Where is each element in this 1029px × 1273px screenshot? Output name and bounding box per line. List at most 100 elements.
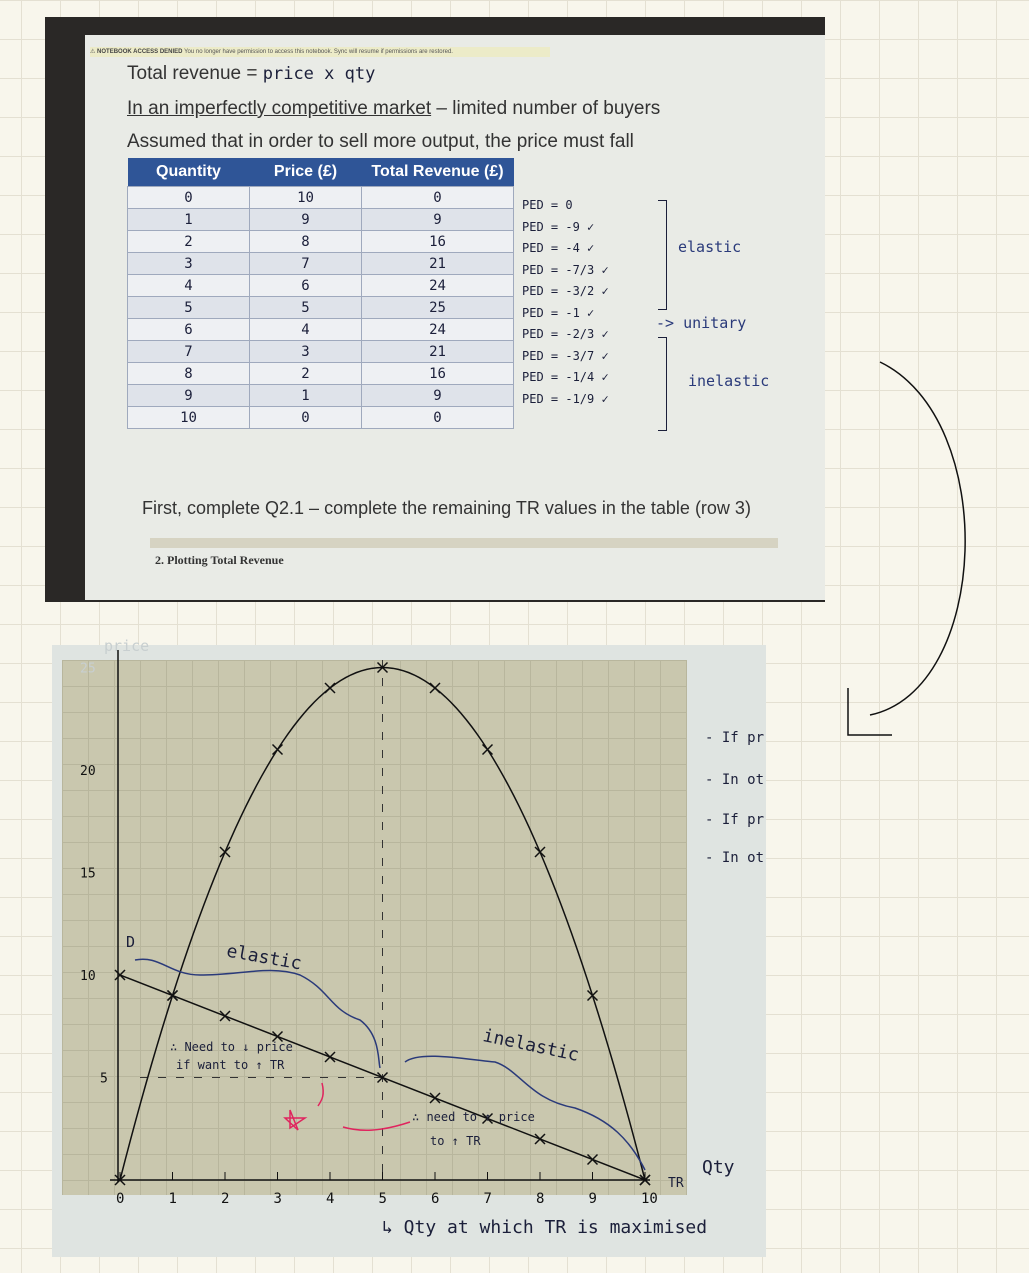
tr-point <box>271 743 284 756</box>
tr-point <box>376 661 389 674</box>
x-tick-label: 2 <box>221 1191 229 1207</box>
table-cell: 0 <box>361 406 514 429</box>
graph-caption: ↳ Qty at which TR is maximised <box>382 1217 708 1238</box>
y-axis-label: price <box>104 637 150 655</box>
ped-value: PED = 0 <box>522 198 573 212</box>
table-cell: 0 <box>249 406 362 429</box>
table-cell: 1 <box>249 384 362 407</box>
section-bar <box>150 538 778 548</box>
ped-value: PED = -3/7 ✓ <box>522 348 609 363</box>
table-cell: 2 <box>249 362 362 385</box>
y-tick-label: 5 <box>100 1072 108 1087</box>
inelastic-label: inelastic <box>688 372 770 390</box>
side-note: - In othe <box>705 772 765 788</box>
table-cell: 10 <box>249 186 362 209</box>
table-row: 5 5 25 <box>127 296 514 319</box>
x-tick-label: 9 <box>589 1191 597 1207</box>
graph-photo <box>52 645 766 1257</box>
x-tick-label: 3 <box>274 1191 282 1207</box>
ped-value: PED = -9 ✓ <box>522 219 595 234</box>
tr-curve <box>119 666 646 1181</box>
table-cell: 7 <box>249 252 362 275</box>
curved-arrow <box>869 361 966 716</box>
tr-formula: Total revenue = price x qty <box>127 63 375 85</box>
table-cell: 24 <box>361 274 514 297</box>
elastic-bracket <box>658 200 667 310</box>
inelastic-bracket <box>658 337 667 431</box>
table-cell: 0 <box>127 186 250 209</box>
star-icon <box>283 1109 308 1131</box>
y-tick-label: 25 <box>80 662 96 677</box>
ped-value: PED = -1/9 ✓ <box>522 391 609 406</box>
ped-value: PED = -3/2 ✓ <box>522 284 609 298</box>
table-cell: 6 <box>127 318 250 341</box>
pink-stroke <box>317 1082 324 1107</box>
tr-point <box>586 989 599 1002</box>
table-row: 3 7 21 <box>127 252 514 275</box>
formula-text: Total revenue = <box>127 63 258 84</box>
side-note: - In othe <box>705 850 765 866</box>
table-row: 10 0 0 <box>127 406 514 429</box>
table-cell: 16 <box>361 230 514 253</box>
elastic-label: elastic <box>678 238 742 256</box>
demand-point <box>166 989 179 1002</box>
side-note: - If pric <box>705 730 765 746</box>
x-tick-label: 0 <box>116 1191 124 1207</box>
tr-point <box>324 682 336 694</box>
table-cell: 9 <box>361 384 514 407</box>
table-cell: 9 <box>361 208 514 231</box>
note-to-raise-tr: to ↑ TR <box>430 1134 481 1148</box>
x-tick-label: 1 <box>169 1191 177 1207</box>
revenue-table: Quantity Price (£) Total Revenue (£) 0 10 0 1… <box>127 158 514 429</box>
table-row: 6 4 24 <box>127 318 514 341</box>
tr-point <box>429 682 441 694</box>
assumption-line: Assumed that in order to sell more outpu… <box>127 131 634 152</box>
ped-value: PED = -2/3 ✓ <box>522 327 609 341</box>
table-cell: 24 <box>361 318 514 341</box>
table-cell: 0 <box>361 186 514 209</box>
demand-point <box>114 969 126 981</box>
x-tick-label: 7 <box>484 1191 492 1207</box>
table-cell: 2 <box>127 230 250 253</box>
ped-value: PED = -1 ✓ <box>522 305 595 320</box>
table-row: 2 8 16 <box>127 230 514 253</box>
instruction-text: First, complete Q2.1 – complete the rema… <box>142 498 751 518</box>
col-tr: Total Revenue (£) <box>361 158 514 187</box>
x-tick-label: 4 <box>326 1191 334 1207</box>
market-rest: – limited number of buyers <box>431 98 661 119</box>
x-tick-label: 5 <box>379 1191 387 1207</box>
col-quantity: Quantity <box>127 158 250 187</box>
table-cell: 10 <box>127 406 250 429</box>
ped-value: PED = -7/3 ✓ <box>522 262 609 277</box>
tr-point <box>481 743 494 756</box>
note-raise-price: ∴ need to ↑ price <box>412 1110 535 1124</box>
side-note: - If price <box>705 812 765 828</box>
table-cell: 9 <box>249 208 362 231</box>
table-row: 4 6 24 <box>127 274 514 297</box>
table-row: 7 3 21 <box>127 340 514 363</box>
market-underlined: In an imperfectly competitive market <box>127 98 432 119</box>
ped-value: PED = -4 ✓ <box>522 241 595 255</box>
note-lower-price: ∴ Need to ↓ price <box>170 1040 293 1054</box>
graph-paper <box>62 660 687 1195</box>
ped-value: PED = -1/4 ✓ <box>522 370 609 384</box>
demand-point <box>324 1051 336 1063</box>
demand-point <box>586 1153 599 1166</box>
table-cell: 1 <box>127 208 250 231</box>
table-cell: 5 <box>249 296 362 319</box>
pink-arrow <box>342 1121 411 1132</box>
x-tick-label: 8 <box>536 1191 544 1207</box>
access-banner: ⚠ NOTEBOOK ACCESS DENIED You no longer h… <box>90 47 550 57</box>
x-tick-label: 10 <box>641 1191 658 1207</box>
demand-point <box>219 1010 231 1022</box>
col-price: Price (£) <box>249 158 362 187</box>
y-tick-label: 15 <box>80 867 96 882</box>
demand-label: D <box>126 933 136 951</box>
note-raise-tr: if want to ↑ TR <box>176 1058 285 1072</box>
table-cell: 3 <box>127 252 250 275</box>
x-tick-label: 6 <box>431 1191 439 1207</box>
demand-point <box>376 1071 389 1084</box>
arrow-head-icon <box>847 688 892 736</box>
ped-list: PED = 0 PED = -9 ✓ PED = -4 ✓ PED = -7/3 ✓ P… <box>522 198 609 413</box>
